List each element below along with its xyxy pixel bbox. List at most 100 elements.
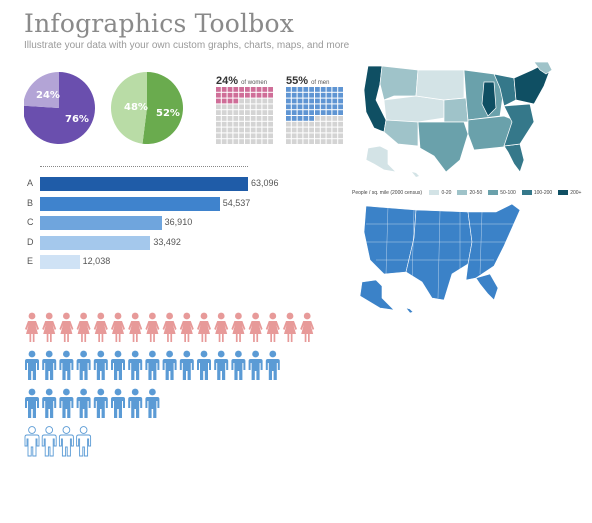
waffle-cell: [239, 87, 244, 92]
waffle-cell: [268, 87, 273, 92]
waffle-cell: [233, 110, 239, 115]
waffle-cell: [221, 92, 227, 98]
waffle-cell: [250, 127, 256, 133]
pie-slice-small: [24, 72, 59, 108]
waffle-cell: [315, 98, 320, 104]
waffle-cell: [303, 98, 309, 104]
waffle-cell: [216, 98, 221, 104]
legend-label: 200+: [570, 190, 582, 196]
waffle-cell: [303, 127, 309, 133]
waffle-cell: [239, 104, 244, 110]
waffle-cell: [332, 127, 338, 133]
waffle-cell: [303, 110, 309, 115]
waffle-cell: [256, 121, 262, 127]
waffle-cell: [245, 110, 250, 115]
waffle-cell: [262, 104, 268, 110]
pictogram-chart: [24, 312, 315, 457]
waffle-cell: [227, 116, 233, 121]
waffle-cell: [332, 104, 338, 110]
waffle-cell: [227, 98, 233, 104]
woman-icon: [93, 312, 108, 342]
legend-swatch: [429, 190, 440, 196]
waffle-cell: [320, 87, 326, 92]
waffle-cell: [297, 87, 303, 92]
woman-icon: [231, 312, 246, 342]
waffle-cell: [309, 127, 314, 133]
waffle-cell: [233, 87, 239, 92]
waffle-cell: [262, 127, 268, 133]
waffle-cell: [262, 92, 268, 98]
waffle-cell: [320, 133, 326, 139]
waffle-cell: [216, 87, 221, 92]
bar-category-label: A: [27, 178, 34, 188]
usa-choropleth-map: [363, 61, 553, 177]
man-icon: [111, 388, 125, 418]
waffle-cell: [233, 98, 239, 104]
man-icon: [111, 350, 125, 380]
waffle-cell: [256, 116, 262, 121]
waffle-cell: [216, 116, 221, 121]
man-icon: [24, 426, 40, 457]
man-icon: [197, 350, 211, 380]
waffle-cell: [291, 110, 297, 115]
waffle-cell: [291, 133, 297, 139]
waffle-cell: [245, 121, 250, 127]
pie-label-small: 24%: [36, 90, 60, 101]
man-icon: [42, 350, 57, 380]
waffle-cell: [286, 104, 291, 110]
waffle-cell: [332, 98, 338, 104]
man-icon: [145, 350, 160, 380]
waffle-cell: [250, 133, 256, 139]
woman-icon: [162, 312, 177, 342]
hawaii-shape: [412, 172, 419, 177]
waffle-cell: [250, 121, 256, 127]
man-icon: [76, 350, 91, 380]
waffle-cell: [256, 110, 262, 115]
waffle-cell: [286, 127, 291, 133]
waffle-cell: [286, 87, 291, 92]
bar-category-label: E: [27, 256, 34, 266]
waffle-cell: [338, 139, 343, 144]
waffle-cell: [216, 104, 221, 110]
woman-icon: [300, 312, 315, 342]
waffle-cell: [338, 98, 343, 104]
legend-swatch: [521, 190, 532, 196]
man-icon: [59, 350, 74, 380]
legend-swatch: [457, 190, 468, 196]
waffle-cell: [332, 110, 338, 115]
waffle-cell: [338, 92, 343, 98]
bar-value-label: 63,096: [251, 178, 279, 188]
waffle-cell: [239, 121, 244, 127]
legend-swatch: [558, 190, 569, 196]
waffle-cell: [233, 121, 239, 127]
waffle-cell: [239, 127, 244, 133]
blue-map-alaska: [359, 279, 395, 311]
waffle-cell: [326, 139, 332, 144]
waffle-cell: [227, 121, 233, 127]
waffle-cell: [309, 110, 314, 115]
waffle-cell: [309, 116, 314, 121]
northwest-shape: [379, 65, 419, 101]
waffle-cell: [221, 116, 227, 121]
waffle-cell: [268, 133, 273, 139]
man-icon: [42, 388, 57, 418]
waffle-cell: [309, 87, 314, 92]
waffle-cell: [332, 133, 338, 139]
man-icon: [41, 426, 57, 457]
pie-chart-purple: 24% 76%: [24, 72, 95, 144]
bar: [40, 177, 248, 191]
waffle-men-label: of men: [311, 80, 330, 86]
waffle-cell: [309, 98, 314, 104]
illinois-shape: [481, 81, 497, 117]
man-icon: [25, 350, 39, 380]
waffle-cell: [320, 121, 326, 127]
man-icon: [128, 350, 143, 380]
waffle-cell: [326, 121, 332, 127]
bar-value-label: 54,537: [222, 197, 251, 208]
waffle-cell: [256, 127, 262, 133]
man-icon: [179, 350, 194, 380]
bar: [40, 235, 151, 250]
waffle-cell: [239, 139, 244, 144]
mountain-shape: [383, 95, 445, 123]
woman-icon: [265, 312, 280, 342]
